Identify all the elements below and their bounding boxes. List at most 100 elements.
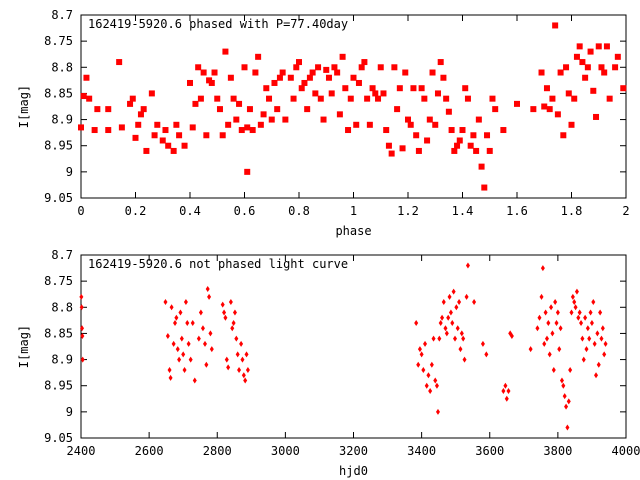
light-curve-data-point — [599, 335, 604, 342]
phased-data-point — [187, 79, 193, 86]
light-curve-y-tick-label: 8.85 — [44, 326, 73, 340]
phased-data-point — [181, 142, 188, 149]
light-curve-data-point — [245, 367, 250, 374]
phased-data-point — [565, 90, 572, 97]
phased-data-point — [448, 127, 455, 134]
light-curve-data-point — [208, 330, 213, 337]
phased-data-point — [584, 64, 591, 71]
phased-data-point — [219, 132, 226, 139]
light-curve-data-point — [165, 333, 170, 340]
phased-data-point — [410, 85, 417, 92]
light-curve-data-point — [587, 335, 592, 342]
light-curve-data-point — [168, 374, 173, 381]
phased-data-point — [355, 79, 362, 86]
light-curve-x-tick-label: 3000 — [271, 444, 300, 458]
phased-data-point — [383, 127, 390, 134]
phased-data-point — [606, 95, 613, 102]
light-curve-data-point — [450, 319, 455, 326]
light-curve-data-point — [441, 299, 446, 306]
light-curve-data-point — [79, 304, 84, 311]
phased-data-point — [290, 95, 297, 102]
phased-data-point — [375, 95, 382, 102]
light-curve-data-point — [232, 309, 237, 316]
phased-data-point — [176, 132, 183, 139]
phased-data-point — [530, 106, 537, 113]
light-curve-data-point — [561, 382, 566, 389]
phased-data-point — [189, 124, 196, 131]
light-curve-data-point — [205, 285, 210, 292]
phased-data-point — [492, 106, 499, 113]
phased-data-point — [546, 106, 553, 113]
light-curve-data-point — [592, 340, 597, 347]
phased-data-point — [473, 147, 480, 154]
phased-data-point — [238, 127, 245, 134]
light-curve-data-point — [546, 319, 551, 326]
light-curve-y-tick-label: 8.75 — [44, 274, 73, 288]
light-curve-data-point — [585, 325, 590, 332]
phased-data-point — [165, 142, 172, 149]
phased-data-point — [334, 69, 341, 76]
phased-data-point — [571, 95, 578, 102]
light-curve-data-point — [501, 387, 506, 394]
phased-x-tick-label: 0 — [77, 204, 84, 218]
light-curve-data-point — [240, 356, 245, 363]
phased-y-tick-label: 8.7 — [51, 8, 73, 22]
phased-data-point — [563, 64, 570, 71]
light-curve-data-point — [537, 314, 542, 321]
light-curve-data-point — [589, 319, 594, 326]
phased-data-point — [443, 95, 450, 102]
light-curve-data-point — [209, 346, 214, 353]
phased-data-point — [306, 74, 313, 81]
phased-data-point — [80, 93, 87, 100]
light-curve-data-point — [80, 356, 85, 363]
light-curve-y-tick-label: 9 — [66, 405, 73, 419]
phased-data-point — [593, 113, 600, 120]
light-curve-data-point — [549, 304, 554, 311]
light-curve-data-point — [202, 340, 207, 347]
phased-data-point — [309, 69, 316, 76]
phased-data-point — [312, 90, 319, 97]
light-curve-data-point — [509, 333, 514, 340]
phased-data-point — [192, 100, 199, 107]
light-curve-data-point — [453, 335, 458, 342]
phased-data-point — [598, 64, 605, 71]
light-curve-data-point — [186, 340, 191, 347]
phased-data-point — [538, 69, 545, 76]
light-curve-data-point — [79, 293, 84, 300]
phased-data-point — [260, 111, 267, 118]
light-curve-data-point — [455, 325, 460, 332]
light-curve-data-point — [598, 309, 603, 316]
light-curve-data-point — [544, 335, 549, 342]
phased-data-point — [601, 69, 608, 76]
light-curve-data-point — [543, 309, 548, 316]
phased-data-point — [456, 137, 463, 144]
phased-data-point — [244, 168, 251, 175]
phased-data-point — [276, 74, 283, 81]
phased-y-tick-label: 8.75 — [44, 34, 73, 48]
phased-data-point — [612, 64, 619, 71]
light-curve-data-point — [551, 367, 556, 374]
light-curve-x-tick-label: 2600 — [135, 444, 164, 458]
phased-y-ticks: 8.7 8.75 8.8 8.85 8.9 8.95 9 9.05 — [44, 8, 626, 205]
phased-data-point — [595, 43, 602, 50]
light-curve-data-point — [428, 387, 433, 394]
light-curve-data-point — [226, 364, 231, 371]
light-curve-data-point — [196, 335, 201, 342]
phased-data-point — [426, 116, 433, 123]
light-curve-data-point — [462, 356, 467, 363]
phased-data-point — [500, 127, 507, 134]
light-curve-data-point — [80, 325, 85, 332]
phased-data-point — [549, 95, 556, 102]
phased-x-tick-label: 0.8 — [288, 204, 310, 218]
phased-data-point — [413, 132, 420, 139]
phased-data-point — [323, 66, 330, 73]
phased-data-point — [325, 74, 332, 81]
light-curve-data-point — [177, 356, 182, 363]
light-curve-data-point — [192, 377, 197, 384]
phased-data-point — [304, 106, 311, 113]
phased-data-point — [557, 69, 564, 76]
phased-data-point — [590, 87, 597, 94]
phased-data-point — [481, 184, 488, 191]
phased-data-point — [372, 90, 379, 97]
